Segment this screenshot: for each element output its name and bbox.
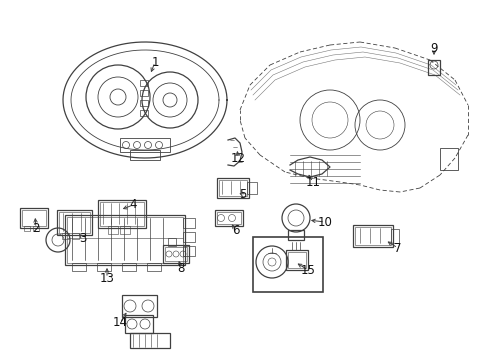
Bar [140, 100, 148, 106]
Bar [168, 238, 176, 246]
Bar [352, 225, 392, 247]
Bar [164, 247, 186, 261]
Bar [287, 230, 304, 240]
Bar [65, 215, 184, 265]
Bar [427, 60, 439, 75]
Bar [59, 212, 90, 233]
Bar [20, 208, 48, 228]
Text: 7: 7 [393, 242, 401, 255]
Text: 4: 4 [129, 198, 137, 211]
Text: 8: 8 [177, 261, 184, 274]
Bar [33, 226, 39, 231]
Text: 2: 2 [32, 221, 40, 234]
Bar [147, 263, 161, 271]
Bar [439, 148, 457, 170]
Bar [130, 150, 160, 160]
Text: 14: 14 [112, 316, 127, 329]
Bar [72, 233, 79, 239]
Bar [57, 210, 92, 235]
Bar [252, 237, 323, 292]
Text: 11: 11 [305, 175, 320, 189]
Bar [163, 245, 189, 263]
Text: 6: 6 [232, 224, 239, 237]
Bar [120, 138, 170, 152]
Bar [287, 252, 305, 268]
Bar [97, 263, 111, 271]
Bar [217, 178, 248, 198]
Bar [183, 232, 195, 242]
Bar [24, 226, 30, 231]
Text: 3: 3 [79, 231, 86, 244]
Bar [219, 180, 246, 196]
Bar [140, 80, 148, 86]
Bar [100, 202, 143, 226]
Bar [62, 233, 69, 239]
Text: 1: 1 [151, 55, 159, 68]
Bar [354, 227, 390, 245]
Text: 12: 12 [230, 152, 245, 165]
Text: 10: 10 [317, 216, 332, 229]
Bar [67, 217, 183, 263]
Bar [98, 200, 146, 228]
Bar [120, 226, 130, 234]
Bar [122, 295, 157, 317]
Bar [22, 210, 46, 226]
Bar [246, 182, 257, 194]
Bar [108, 226, 118, 234]
Bar [125, 315, 153, 333]
Bar [183, 246, 195, 256]
Bar [183, 218, 195, 228]
Bar [122, 263, 136, 271]
Text: 15: 15 [300, 264, 315, 276]
Bar [215, 210, 243, 226]
Bar [72, 263, 86, 271]
Text: 13: 13 [100, 271, 114, 284]
Bar [390, 229, 398, 243]
Bar [140, 90, 148, 96]
Bar [130, 333, 170, 348]
Bar [140, 110, 148, 116]
Text: 5: 5 [239, 189, 246, 202]
Text: 9: 9 [429, 41, 437, 54]
Bar [285, 250, 307, 270]
Bar [217, 212, 241, 224]
